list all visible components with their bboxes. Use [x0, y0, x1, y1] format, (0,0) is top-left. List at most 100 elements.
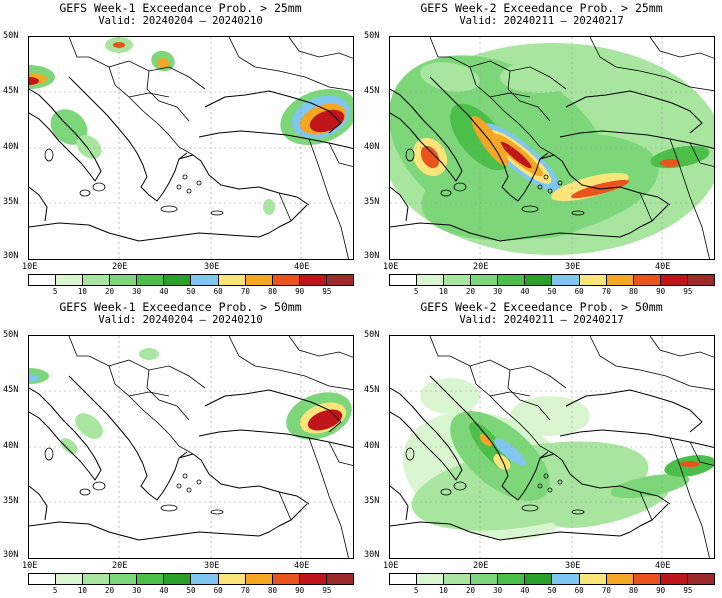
lon-tick-label: 30E	[204, 262, 220, 272]
panel-title: GEFS Week-2 Exceedance Prob. > 25mm	[420, 1, 663, 15]
colorbar-tick-label: 90	[295, 586, 305, 595]
colorbar-swatch	[606, 574, 634, 584]
graticule	[29, 336, 353, 558]
colorbar-swatch	[326, 574, 353, 584]
country-borders	[429, 37, 714, 259]
precip-contour	[113, 42, 125, 48]
lon-tick-label: 30E	[565, 561, 581, 571]
colorbar-tick-label: 40	[520, 586, 530, 595]
precip-map	[29, 37, 353, 259]
colorbar-swatch	[245, 574, 273, 584]
colorbar-swatch	[29, 574, 57, 584]
colorbar-labels: 5 10 20 30 40 50 60 70 80 90 95	[389, 586, 715, 596]
precip-contour	[680, 461, 700, 467]
precip-contour	[500, 61, 580, 93]
precip-contour	[157, 57, 169, 69]
precip-field	[402, 378, 714, 541]
precip-contour	[75, 413, 103, 439]
precip-map	[29, 336, 353, 558]
colorbar-tick-label: 50	[186, 586, 196, 595]
colorbar-swatch	[218, 574, 246, 584]
lon-tick-label: 40E	[294, 262, 310, 272]
coastlines	[390, 76, 714, 242]
colorbar-tick-label: 60	[213, 287, 223, 296]
lat-tick-label: 30N	[364, 550, 380, 560]
lon-tick-label: 40E	[655, 561, 671, 571]
colorbar	[389, 274, 715, 286]
graticule	[390, 336, 714, 558]
colorbar-swatch	[110, 574, 138, 584]
colorbar	[28, 274, 354, 286]
colorbar-tick-label: 80	[628, 287, 639, 296]
colorbar-swatch	[633, 574, 661, 584]
lat-tick-label: 45N	[3, 86, 19, 96]
colorbar-swatch	[552, 275, 580, 285]
precip-contour	[139, 348, 159, 360]
colorbar-swatch	[191, 275, 219, 285]
colorbar-swatch	[579, 574, 607, 584]
lon-tick-label: 10E	[22, 262, 38, 272]
lat-tick-label: 50N	[364, 31, 380, 41]
colorbar-swatch	[633, 275, 661, 285]
colorbar-tick-label: 40	[520, 287, 530, 296]
precip-contour	[493, 454, 511, 470]
precip-map	[390, 37, 714, 259]
colorbar-tick-label: 10	[438, 287, 448, 296]
map-area	[28, 36, 354, 260]
colorbar-swatch	[191, 574, 219, 584]
coastlines	[29, 375, 353, 541]
colorbar-tick-label: 80	[628, 586, 639, 595]
colorbar-tick-label: 30	[132, 586, 142, 595]
panel-valid-range: Valid: 20240204 – 20240210	[98, 15, 263, 27]
colorbar-tick-label: 60	[213, 586, 223, 595]
colorbar-swatch	[660, 574, 688, 584]
lon-tick-label: 20E	[473, 262, 489, 272]
colorbar-tick-label: 5	[413, 586, 419, 595]
colorbar-swatch	[83, 275, 111, 285]
colorbar-swatch	[83, 574, 111, 584]
precip-contour	[309, 109, 345, 133]
colorbar-swatch	[525, 574, 553, 584]
colorbar-swatch	[299, 574, 327, 584]
lat-tick-label: 45N	[3, 385, 19, 395]
colorbar-tick-label: 95	[683, 287, 693, 296]
lat-tick-label: 35N	[364, 197, 380, 207]
colorbar-labels: 5 10 20 30 40 50 60 70 80 90 95	[389, 287, 715, 297]
lon-tick-label: 40E	[655, 262, 671, 272]
lat-tick-label: 30N	[364, 251, 380, 261]
colorbar-tick-label: 20	[104, 586, 115, 595]
panel-week2-50mm: GEFS Week-2 Exceedance Prob. > 50mm Vali…	[361, 299, 722, 598]
map-area	[389, 335, 715, 559]
islands	[44, 447, 224, 515]
colorbar-tick-label: 80	[267, 586, 278, 595]
lon-tick-label: 10E	[383, 561, 399, 571]
colorbar-swatch	[687, 574, 714, 584]
lat-tick-label: 50N	[3, 330, 19, 340]
lat-tick-label: 35N	[364, 496, 380, 506]
lon-tick-label: 10E	[22, 561, 38, 571]
colorbar-swatch	[660, 275, 688, 285]
lon-tick-label: 20E	[473, 561, 489, 571]
colorbar-swatch	[552, 574, 580, 584]
precip-contour	[29, 77, 39, 85]
colorbar-swatch	[245, 275, 273, 285]
colorbar-tick-label: 70	[240, 287, 250, 296]
colorbar-swatch	[164, 275, 192, 285]
panel-week1-25mm: GEFS Week-1 Exceedance Prob. > 25mm Vali…	[0, 0, 361, 299]
colorbar-tick-label: 40	[159, 586, 169, 595]
colorbar-swatch	[56, 574, 84, 584]
colorbar-swatch	[29, 275, 57, 285]
colorbar-tick-label: 90	[295, 287, 305, 296]
lon-tick-label: 30E	[565, 262, 581, 272]
colorbar-swatch	[390, 275, 418, 285]
colorbar-tick-label: 60	[574, 287, 584, 296]
precip-contour	[494, 438, 526, 466]
colorbar-tick-label: 95	[322, 287, 332, 296]
precip-contour	[479, 434, 493, 446]
precip-contour	[29, 374, 39, 382]
lat-tick-label: 50N	[364, 330, 380, 340]
colorbar-swatch	[390, 574, 418, 584]
colorbar-tick-label: 90	[656, 287, 666, 296]
islands	[405, 447, 585, 515]
colorbar-tick-label: 5	[413, 287, 419, 296]
